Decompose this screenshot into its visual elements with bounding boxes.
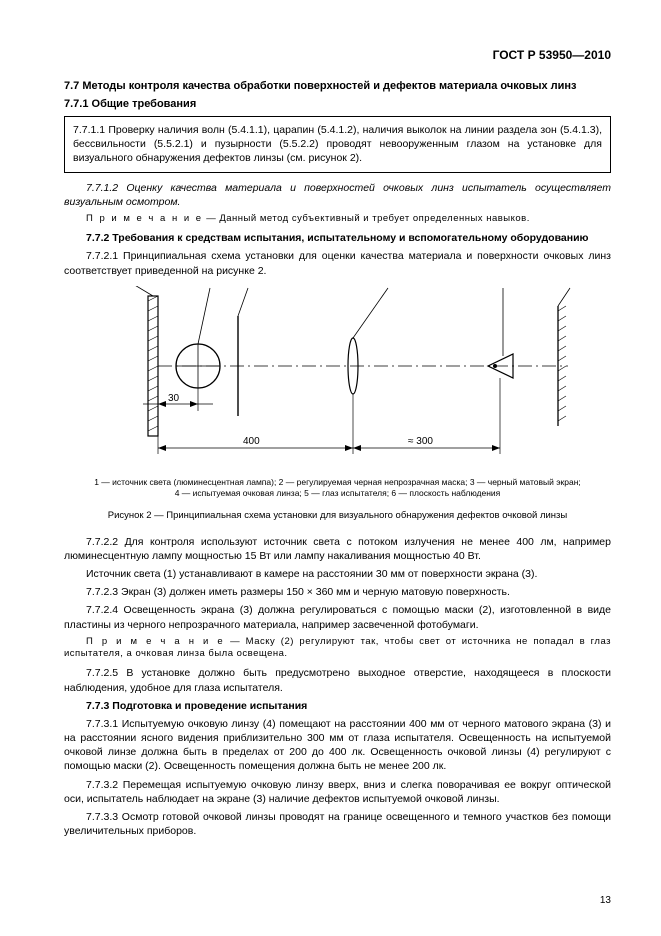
label-5: 5 (499, 286, 506, 289)
label-4: 4 (384, 286, 390, 289)
para-7722b: Источник света (1) устанавливают в камер… (64, 567, 611, 581)
section-7-7-2-title: 7.7.2 Требования к средствам испытания, … (64, 231, 611, 245)
note-2: П р и м е ч а н и е — Маску (2) регулиру… (64, 636, 611, 661)
label-2: 2 (243, 286, 250, 289)
section-7-7-title: 7.7 Методы контроля качества обработки п… (64, 80, 611, 92)
dim-30: 30 (168, 393, 180, 404)
note-1-label: П р и м е ч а н и е (86, 213, 203, 224)
label-3: 3 (126, 286, 133, 289)
para-7724: 7.7.2.4 Освещенность экрана (3) должна р… (64, 603, 611, 631)
doc-header: ГОСТ Р 53950—2010 (64, 48, 611, 62)
note-2-label: П р и м е ч а н и е (86, 636, 225, 647)
note-1-text: — Данный метод субъективный и требует оп… (203, 213, 530, 224)
section-7-7-1-title: 7.7.1 Общие требования (64, 98, 611, 110)
label-6: 6 (566, 286, 573, 289)
para-7712: 7.7.1.2 Оценку качества материала и пове… (64, 181, 611, 209)
para-7721: 7.7.2.1 Принципиальная схема установки д… (64, 249, 611, 277)
figure-legend: 1 — источник света (люминесцентная лампа… (64, 477, 611, 500)
section-7-7-3-title: 7.7.3 Подготовка и проведение испытания (64, 699, 611, 713)
label-1: 1 (206, 286, 212, 289)
note-1: П р и м е ч а н и е — Данный метод субъе… (64, 213, 611, 225)
para-7732: 7.7.3.2 Перемещая испытуемую очковую лин… (64, 778, 611, 806)
para-7725: 7.7.2.5 В установке должно быть предусмо… (64, 666, 611, 694)
dim-400: 400 (243, 436, 260, 447)
para-7723: 7.7.2.3 Экран (3) должен иметь размеры 1… (64, 585, 611, 599)
boxed-para-7711: 7.7.1.1 Проверку наличия волн (5.4.1.1),… (64, 116, 611, 173)
page-number: 13 (600, 895, 611, 906)
para-7722a: 7.7.2.2 Для контроля используют источник… (64, 535, 611, 563)
dim-300: ≈ 300 (408, 436, 433, 447)
para-7733: 7.7.3.3 Осмотр готовой очковой линзы про… (64, 810, 611, 838)
diagram-svg: 3 1 2 4 5 (88, 286, 588, 466)
figure-2: 3 1 2 4 5 (64, 286, 611, 471)
para-7731: 7.7.3.1 Испытуемую очковую линзу (4) пом… (64, 717, 611, 774)
figure-caption: Рисунок 2 — Принципиальная схема установ… (64, 510, 611, 521)
